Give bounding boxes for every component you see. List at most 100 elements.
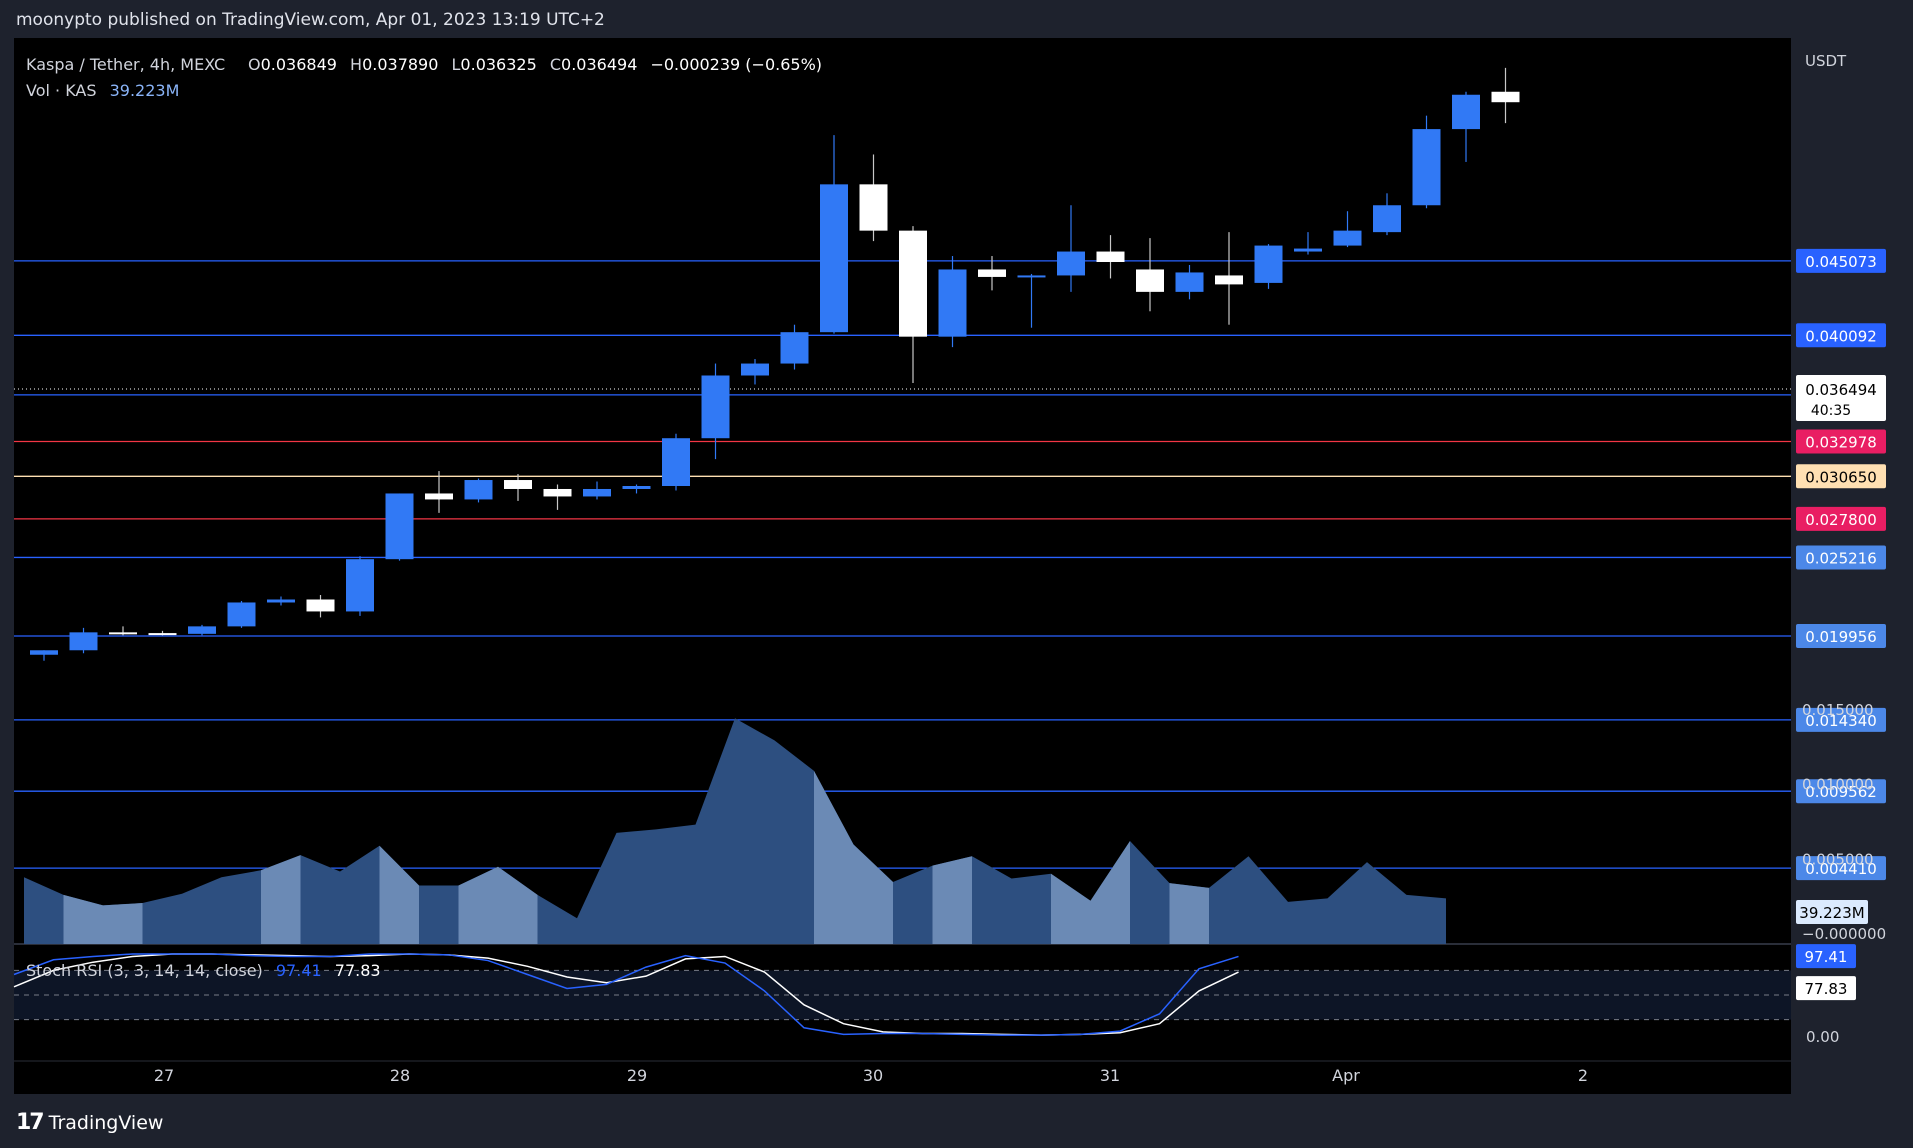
volume-value: 39.223M [110, 81, 180, 100]
level-label-bg [1796, 707, 1886, 732]
x-tick-label: 29 [627, 1066, 647, 1085]
stoch-title: Stoch RSI (3, 3, 14, 14, close) [26, 961, 263, 980]
candle-body [109, 632, 137, 635]
candle-body [30, 650, 58, 655]
candle-body [1412, 129, 1441, 206]
stoch-k-value: 97.41 [276, 961, 322, 980]
candle-body [780, 332, 809, 364]
candle-body [306, 599, 335, 612]
stoch-d-value: 77.83 [335, 961, 381, 980]
candle-body [227, 602, 256, 627]
stoch-k-axis-label: 97.41 [1805, 948, 1848, 966]
level-label: 0.027800 [1805, 511, 1877, 529]
candle-body [1254, 245, 1283, 283]
level-label-bg [1796, 623, 1886, 648]
candle-body [1175, 272, 1204, 292]
candle-body [1452, 94, 1480, 130]
candle-body [1373, 205, 1401, 233]
candle-body [543, 488, 572, 497]
volume-segment [458, 866, 498, 944]
volume-segment [63, 894, 103, 944]
level-label-bg [1796, 856, 1886, 881]
axes: 0.015000 0.010000 0.005000 −0.000000 27 28 29 3… [154, 701, 1886, 1085]
x-tick-label: 30 [863, 1066, 883, 1085]
last-price-label-bg [1796, 375, 1886, 422]
volume-segment [853, 844, 893, 944]
volume-label-bg [1796, 900, 1868, 924]
x-tick-label: 31 [1100, 1066, 1120, 1085]
stoch-d-axis-label: 77.83 [1805, 980, 1848, 998]
price-tick-label: 0.010000 [1802, 776, 1874, 794]
level-label: 0.030650 [1805, 468, 1877, 486]
candle-body [346, 559, 374, 612]
high-value: 0.037890 [362, 55, 438, 74]
level-label: 0.025216 [1805, 549, 1877, 567]
legend: Kaspa / Tether, 4h, MEXC O0.036849 H0.03… [26, 52, 1847, 100]
symbol-label: Kaspa / Tether, 4h, MEXC [26, 55, 225, 74]
candle-body [859, 184, 888, 231]
level-label: 0.019956 [1805, 628, 1877, 646]
close-label: C [550, 55, 561, 74]
x-tick-label: 28 [390, 1066, 410, 1085]
level-label-bg [1796, 545, 1886, 570]
price-tick-label: 0.015000 [1802, 701, 1874, 719]
candle-body [978, 269, 1006, 277]
last-price-label: 0.036494 [1805, 381, 1877, 399]
volume-segment [1090, 841, 1130, 944]
candle-body [583, 488, 611, 497]
volume-readout: Vol · KAS 39.223M [26, 81, 179, 100]
open-value: 0.036849 [261, 55, 337, 74]
stoch-axis-tick: 0.00 [1806, 1028, 1839, 1046]
stoch-d-label-bg [1796, 976, 1856, 1001]
svg-text:Stoch RSI (3, 3, 14, 14, close: Stoch RSI (3, 3, 14, 14, close) 97.41 77… [26, 961, 381, 980]
stoch-k-line [13, 953, 1239, 1036]
candle-body [69, 632, 98, 651]
change-value: −0.000239 (−0.65%) [650, 55, 822, 74]
horizontal-levels: 0.0450730.0400920.0361030.0329780.030650… [14, 248, 1886, 881]
level-label-bg [1796, 506, 1886, 531]
level-label: 0.032978 [1805, 434, 1877, 452]
candle-body [741, 363, 769, 376]
level-label: 0.040092 [1805, 327, 1877, 345]
candle-body [820, 184, 848, 333]
x-tick-label: Apr [1332, 1066, 1360, 1085]
publish-line: moonypto published on TradingView.com, A… [16, 10, 605, 30]
candle-body [1333, 230, 1362, 246]
stoch-legend: Stoch RSI (3, 3, 14, 14, close) 97.41 77… [26, 961, 381, 980]
level-label: 0.009562 [1805, 783, 1877, 801]
level-label: 0.004410 [1805, 860, 1877, 878]
volume-segment [1051, 873, 1091, 944]
tradingview-logo-icon: 17 [16, 1110, 45, 1135]
tradingview-logo-text: TradingView [48, 1111, 164, 1134]
x-tick-label: 2 [1578, 1066, 1588, 1085]
candle-body [1057, 251, 1085, 276]
volume-segment [814, 770, 854, 944]
stoch-rsi-pane: 97.41 77.83 0.00 [13, 944, 1856, 1046]
low-value: 0.036325 [460, 55, 536, 74]
candle-body [1017, 275, 1046, 278]
candle-body [148, 633, 177, 636]
candle-body [1096, 251, 1125, 262]
close-value: 0.036494 [561, 55, 637, 74]
stoch-k-label-bg [1796, 944, 1856, 969]
candle-body [425, 493, 453, 500]
level-label: 0.045073 [1805, 253, 1877, 271]
tradingview-logo[interactable]: 17 TradingView [16, 1110, 163, 1135]
candle-body [1136, 269, 1164, 292]
volume-label: Vol · KAS [26, 81, 97, 100]
volume-segment [379, 845, 419, 944]
volume-segment [103, 903, 143, 944]
level-label-bg [1796, 779, 1886, 804]
volume-area: 39.223M [24, 718, 1868, 944]
high-label: H [350, 55, 362, 74]
candle-body [899, 230, 927, 337]
publish-header: moonypto published on TradingView.com, A… [0, 0, 1913, 38]
volume-segment [932, 856, 972, 944]
candle-body [938, 269, 967, 337]
candle-body [1294, 248, 1322, 252]
price-tick-label: −0.000000 [1802, 925, 1886, 943]
level-label-bg [1796, 429, 1886, 454]
low-label: L [452, 55, 461, 74]
level-label-bg [1796, 464, 1886, 489]
